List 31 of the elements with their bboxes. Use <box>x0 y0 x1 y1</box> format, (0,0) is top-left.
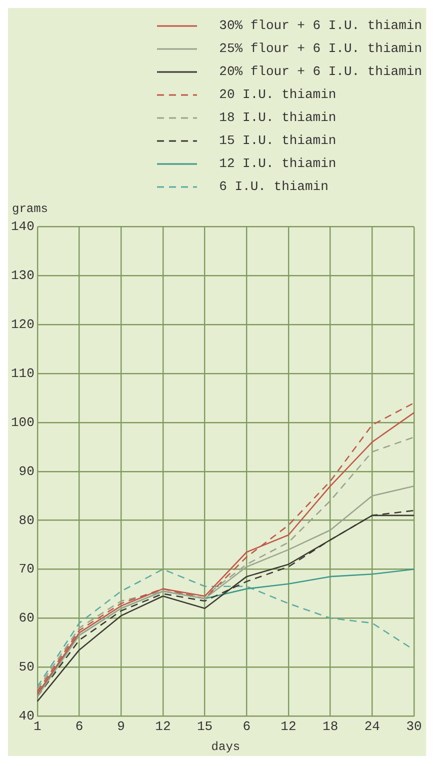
legend-label: 18 I.U. thiamin <box>219 110 336 125</box>
y-tick-label: 110 <box>11 366 34 381</box>
y-tick-label: 90 <box>18 464 34 479</box>
y-tick-label: 130 <box>11 268 34 284</box>
y-tick-label: 50 <box>18 660 34 675</box>
x-axis-title: days <box>211 740 240 754</box>
y-tick-label: 140 <box>11 219 34 234</box>
legend-label: 12 I.U. thiamin <box>219 156 336 171</box>
legend-label: 6 I.U. thiamin <box>219 179 328 194</box>
legend-label: 15 I.U. thiamin <box>219 133 336 148</box>
x-tick-label: 1 <box>34 719 42 734</box>
x-tick-label: 12 <box>155 719 171 734</box>
y-tick-label: 100 <box>11 414 34 430</box>
x-tick-label: 15 <box>196 719 213 734</box>
x-tick-label: 6 <box>75 719 84 734</box>
x-tick-label: 9 <box>117 719 125 734</box>
legend-label: 20 I.U. thiamin <box>219 87 336 102</box>
y-axis-title: grams <box>11 202 50 216</box>
x-tick-label: 24 <box>364 719 380 734</box>
legend-label: 20% flour + 6 I.U. thiamin <box>219 64 422 79</box>
x-tick-label: 30 <box>406 719 422 734</box>
legend-label: 25% flour + 6 I.U. thiamin <box>219 41 422 56</box>
y-tick-label: 70 <box>18 562 34 577</box>
y-tick-label: 80 <box>18 512 34 528</box>
legend-label: 30% flour + 6 I.U. thiamin <box>219 18 422 33</box>
y-tick-label: 40 <box>18 708 34 724</box>
y-tick-label: 120 <box>11 317 34 332</box>
x-tick-label: 18 <box>322 719 338 734</box>
y-tick-label: 60 <box>18 610 34 626</box>
x-tick-label: 6 <box>242 719 251 734</box>
x-tick-label: 12 <box>280 719 296 734</box>
